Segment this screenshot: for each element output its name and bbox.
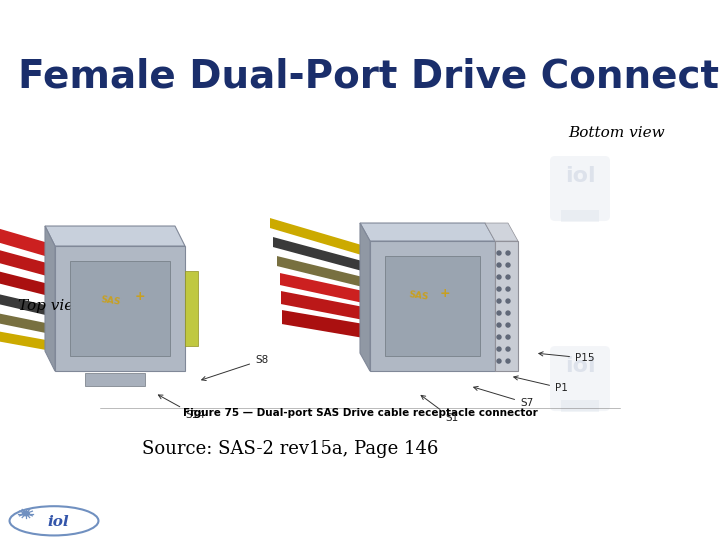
Circle shape — [497, 287, 501, 291]
Text: Source: SAS-2 rev15a, Page 146: Source: SAS-2 rev15a, Page 146 — [142, 440, 438, 458]
Polygon shape — [385, 256, 480, 356]
Polygon shape — [0, 255, 49, 296]
Circle shape — [497, 347, 501, 351]
Circle shape — [497, 311, 501, 315]
Text: S7: S7 — [474, 387, 534, 408]
Circle shape — [497, 359, 501, 363]
Polygon shape — [360, 223, 370, 371]
Polygon shape — [0, 322, 52, 351]
Polygon shape — [45, 226, 55, 371]
Circle shape — [497, 263, 501, 267]
Circle shape — [506, 287, 510, 291]
Polygon shape — [277, 256, 367, 288]
Text: S8: S8 — [202, 355, 269, 381]
Text: Female Dual-Port Drive Connector: Female Dual-Port Drive Connector — [18, 58, 720, 96]
Circle shape — [22, 511, 30, 516]
Text: SAS Use Cases: SAS Use Cases — [300, 12, 420, 28]
Polygon shape — [281, 291, 369, 321]
Circle shape — [506, 335, 510, 339]
Polygon shape — [0, 207, 45, 256]
Polygon shape — [270, 218, 365, 256]
Circle shape — [497, 335, 501, 339]
Text: iol: iol — [564, 166, 595, 186]
Text: Bottom view: Bottom view — [568, 126, 665, 140]
Polygon shape — [0, 231, 47, 276]
Circle shape — [506, 323, 510, 327]
Polygon shape — [185, 271, 198, 346]
Polygon shape — [70, 261, 170, 356]
Text: iol: iol — [48, 515, 70, 529]
Text: +: + — [135, 289, 145, 302]
Circle shape — [506, 275, 510, 279]
Text: +: + — [440, 287, 450, 300]
Polygon shape — [85, 373, 145, 386]
Circle shape — [497, 323, 501, 327]
Polygon shape — [0, 280, 50, 316]
Circle shape — [497, 299, 501, 303]
Polygon shape — [280, 273, 368, 304]
Polygon shape — [55, 246, 185, 371]
Text: SAS: SAS — [100, 295, 121, 307]
FancyBboxPatch shape — [550, 346, 610, 411]
Text: SAS: SAS — [408, 290, 429, 302]
Polygon shape — [0, 302, 51, 334]
FancyBboxPatch shape — [561, 210, 599, 222]
Polygon shape — [282, 310, 370, 339]
Circle shape — [506, 311, 510, 315]
Circle shape — [506, 359, 510, 363]
Circle shape — [506, 263, 510, 267]
Polygon shape — [360, 223, 495, 241]
Polygon shape — [495, 241, 518, 371]
Circle shape — [506, 347, 510, 351]
Circle shape — [506, 251, 510, 255]
Text: S1: S1 — [421, 395, 458, 423]
Text: iol: iol — [564, 356, 595, 376]
FancyBboxPatch shape — [561, 400, 599, 412]
Text: Top view: Top view — [18, 299, 86, 313]
Text: Figure 75 — Dual-port SAS Drive cable receptacle connector: Figure 75 — Dual-port SAS Drive cable re… — [183, 408, 537, 418]
Polygon shape — [273, 237, 366, 272]
Polygon shape — [370, 241, 495, 371]
Text: 18: 18 — [409, 511, 433, 530]
Text: P15: P15 — [539, 352, 595, 363]
Circle shape — [497, 275, 501, 279]
Circle shape — [506, 299, 510, 303]
FancyBboxPatch shape — [550, 156, 610, 221]
Circle shape — [497, 251, 501, 255]
Polygon shape — [45, 226, 185, 246]
Text: P1: P1 — [514, 376, 568, 393]
Text: S14: S14 — [158, 395, 205, 420]
Polygon shape — [485, 223, 518, 241]
